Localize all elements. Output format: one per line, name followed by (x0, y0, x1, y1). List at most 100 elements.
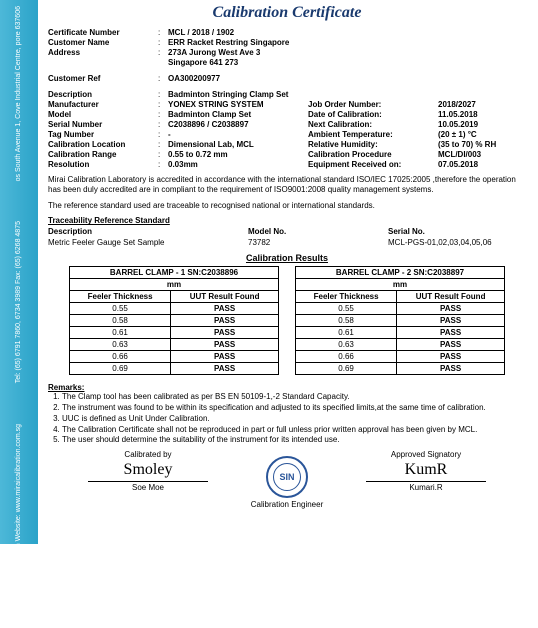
address-label: Address (48, 48, 158, 57)
trace-d2: 73782 (248, 238, 388, 247)
sig-left-name: Soe Moe (88, 481, 208, 492)
table-1: BARREL CLAMP - 1 SN:C2038896 mm Feeler T… (69, 266, 279, 375)
cell-thickness: 0.58 (296, 315, 397, 327)
remarks-title: Remarks: (48, 383, 526, 392)
res-value: 0.03mm (168, 160, 198, 169)
cell-thickness: 0.63 (296, 339, 397, 351)
table-row: 0.63PASS (70, 339, 279, 351)
results-title: Calibration Results (48, 253, 526, 263)
table-row: 0.58PASS (70, 315, 279, 327)
sidebar-address: os South Avenue 1, Cove Industrial Centr… (14, 6, 23, 181)
nextcal-label: Next Calibration: (308, 120, 438, 129)
table-row: 0.55PASS (296, 303, 505, 315)
custref-label: Customer Ref (48, 74, 158, 83)
desc-value: Badminton Stringing Clamp Set (168, 90, 288, 99)
cert-no-label: Certificate Number (48, 28, 158, 37)
hum-label: Relative Humidity: (308, 140, 438, 149)
seal: SIN (266, 450, 308, 498)
cell-thickness: 0.55 (296, 303, 397, 315)
datecal-label: Date of Calibration: (308, 110, 438, 119)
t2-h2: UUT Result Found (397, 291, 505, 303)
job-value: 2018/2027 (438, 100, 476, 109)
nextcal-value: 10.05.2019 (438, 120, 478, 129)
t1-h1: Feeler Thickness (70, 291, 171, 303)
datecal-value: 11.05.2018 (438, 110, 478, 119)
cell-result: PASS (397, 327, 505, 339)
document-content: Calibration Certificate Certificate Numb… (44, 0, 538, 513)
cell-thickness: 0.58 (70, 315, 171, 327)
customer-label: Customer Name (48, 38, 158, 47)
seal-text: SIN (273, 463, 301, 491)
table-2: BARREL CLAMP - 2 SN:C2038897 mm Feeler T… (295, 266, 505, 375)
remark-item: The user should determine the suitabilit… (62, 435, 526, 446)
loc-label: Calibration Location (48, 140, 158, 149)
proc-value: MCL/DI/003 (438, 150, 481, 159)
temp-label: Ambient Temperature: (308, 130, 438, 139)
table-row: 0.66PASS (70, 351, 279, 363)
cell-result: PASS (397, 351, 505, 363)
cert-no-value: MCL / 2018 / 1902 (168, 28, 234, 37)
results-tables: BARREL CLAMP - 1 SN:C2038896 mm Feeler T… (48, 266, 526, 375)
cell-thickness: 0.69 (70, 363, 171, 375)
document-title: Calibration Certificate (48, 4, 526, 22)
remarks-list: The Clamp tool has been calibrated as pe… (48, 392, 526, 446)
t2-unit: mm (296, 279, 505, 291)
sig-right-name: Kumari.R (366, 481, 486, 492)
range-value: 0.55 to 0.72 mm (168, 150, 228, 159)
range-label: Calibration Range (48, 150, 158, 159)
remark-item: The Clamp tool has been calibrated as pe… (62, 392, 526, 403)
cell-result: PASS (397, 303, 505, 315)
sig-right-title: Approved Signatory (366, 450, 486, 459)
address-value-2: Singapore 641 273 (168, 58, 238, 67)
trace-d3: MCL-PGS-01,02,03,04,05,06 (388, 238, 526, 247)
custref-value: OA300200977 (168, 74, 220, 83)
serial-value: C2038896 / C2038897 (168, 120, 249, 129)
sig-right-signature: KumR (366, 462, 486, 478)
mfr-label: Manufacturer (48, 100, 158, 109)
cell-result: PASS (397, 339, 505, 351)
table-row: 0.63PASS (296, 339, 505, 351)
cell-thickness: 0.55 (70, 303, 171, 315)
t1-caption: BARREL CLAMP - 1 SN:C2038896 (70, 267, 279, 279)
sidebar: os South Avenue 1, Cove Industrial Centr… (0, 0, 38, 544)
cell-result: PASS (397, 315, 505, 327)
t2-h1: Feeler Thickness (296, 291, 397, 303)
model-label: Model (48, 110, 158, 119)
table-row: 0.55PASS (70, 303, 279, 315)
tag-value: - (168, 130, 171, 139)
table-row: 0.61PASS (296, 327, 505, 339)
sig-left-signature: Smoley (88, 462, 208, 478)
cell-result: PASS (171, 315, 279, 327)
table-row: 0.69PASS (296, 363, 505, 375)
proc-label: Calibration Procedure (308, 150, 438, 159)
t2-caption: BARREL CLAMP - 2 SN:C2038897 (296, 267, 505, 279)
table-row: 0.66PASS (296, 351, 505, 363)
temp-value: (20 ± 1) °C (438, 130, 477, 139)
cell-result: PASS (171, 363, 279, 375)
sig-left: Calibrated by Smoley Soe Moe (88, 450, 208, 498)
serial-label: Serial Number (48, 120, 158, 129)
hum-value: (35 to 70) % RH (438, 140, 496, 149)
res-label: Resolution (48, 160, 158, 169)
remark-item: The Calibration Certificate shall not be… (62, 425, 526, 436)
cell-result: PASS (171, 339, 279, 351)
cell-result: PASS (171, 303, 279, 315)
loc-value: Dimensional Lab, MCL (168, 140, 254, 149)
customer-value: ERR Racket Restring Singapore (168, 38, 289, 47)
trace-h3: Serial No. (388, 227, 526, 236)
tag-label: Tag Number (48, 130, 158, 139)
sidebar-email: Email: miraical@gmail.com Website: www.m… (14, 424, 23, 628)
accreditation-text: Mirai Calibration Laboratory is accredit… (48, 175, 526, 196)
traceability-text: The reference standard used are traceabl… (48, 201, 526, 211)
cell-result: PASS (171, 351, 279, 363)
footer-role: Calibration Engineer (48, 500, 526, 509)
cell-result: PASS (397, 363, 505, 375)
remark-item: The instrument was found to be within it… (62, 403, 526, 414)
table-row: 0.58PASS (296, 315, 505, 327)
sig-left-title: Calibrated by (88, 450, 208, 459)
cell-thickness: 0.69 (296, 363, 397, 375)
t1-h2: UUT Result Found (171, 291, 279, 303)
cell-thickness: 0.66 (70, 351, 171, 363)
trace-title: Traceability Reference Standard (48, 216, 526, 225)
table-row: 0.69PASS (70, 363, 279, 375)
